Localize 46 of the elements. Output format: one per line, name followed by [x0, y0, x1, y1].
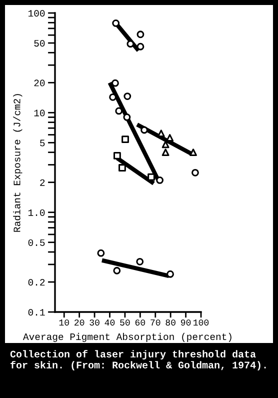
point [190, 148, 197, 156]
point [148, 173, 155, 181]
point [156, 176, 164, 184]
y-tick-label: 1.0 [28, 209, 45, 216]
point [112, 19, 120, 27]
point [97, 249, 105, 257]
x-axis-title: Average Pigment Absorption (percent) [22, 332, 232, 342]
y-tick-label: 10 [34, 110, 45, 116]
x-tick-label: 20 [74, 319, 84, 326]
point [166, 270, 174, 278]
x-tick-label: 70 [150, 319, 160, 326]
x-tick-label: 60 [135, 319, 146, 326]
point [113, 266, 121, 274]
x-tick-label: 80 [166, 319, 176, 326]
point [162, 148, 170, 156]
point [140, 126, 148, 134]
point [192, 168, 199, 176]
x-tick-label: 10 [59, 319, 69, 326]
point [112, 79, 119, 87]
point [113, 152, 121, 160]
point [109, 93, 117, 101]
y-tick-label: 0.5 [28, 239, 45, 246]
point [123, 114, 131, 121]
x-tick-label: 40 [104, 319, 115, 326]
x-tick-label: 50 [120, 319, 130, 326]
y-tick-label: 100 [28, 10, 45, 17]
point [118, 164, 126, 172]
point [136, 42, 144, 50]
point [136, 258, 144, 266]
y-tick-label: 2 [40, 179, 45, 186]
point [162, 140, 170, 148]
x-tick-label: 100 [194, 319, 209, 326]
text: Collection of laser injury threshold data for skin. (From: Rockwell & Goldman, 1974). [10, 350, 266, 370]
x-tick-label: 90 [180, 319, 191, 326]
y-axis-title: Radiant Exposure (J/cm2) [13, 94, 22, 232]
point [136, 30, 144, 38]
y-tick-label: 0.1 [28, 309, 45, 316]
y-tick-label: 0.2 [28, 279, 45, 286]
point [122, 136, 129, 144]
x-tick-label: 30 [90, 319, 100, 326]
y-tick-label: 20 [34, 80, 45, 86]
point [166, 134, 174, 142]
point [124, 92, 132, 100]
point [115, 107, 123, 115]
y-tick-label: 5 [40, 140, 45, 146]
y-tick-label: 50 [34, 40, 45, 47]
